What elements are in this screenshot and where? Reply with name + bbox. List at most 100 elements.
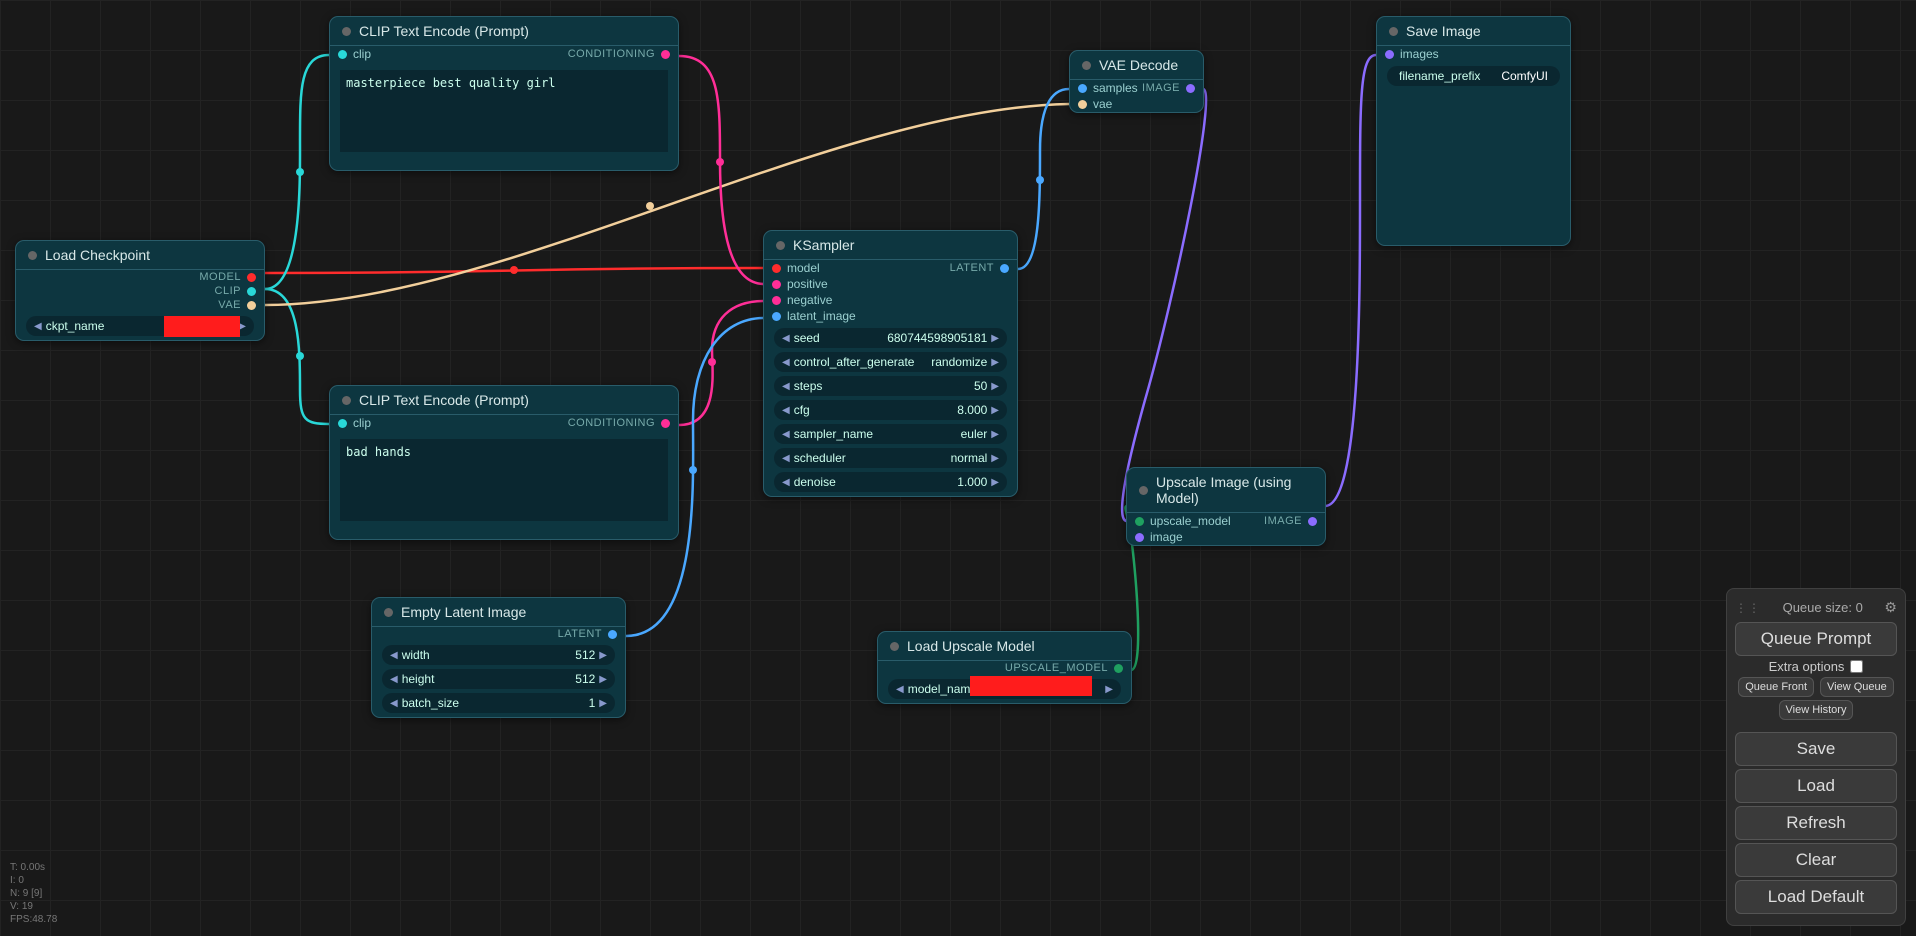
output-latent: LATENT bbox=[372, 627, 625, 641]
right-arrow-icon[interactable]: ▶ bbox=[991, 429, 999, 440]
collapse-dot-icon[interactable] bbox=[342, 396, 351, 405]
collapse-dot-icon[interactable] bbox=[28, 251, 37, 260]
node-title[interactable]: Empty Latent Image bbox=[372, 598, 625, 627]
widget-width[interactable]: ◀ width 512 ▶ bbox=[382, 645, 615, 665]
node-title[interactable]: Load Checkpoint bbox=[16, 241, 264, 270]
input-vae: vae bbox=[1070, 96, 1203, 112]
right-arrow-icon[interactable]: ▶ bbox=[599, 698, 607, 709]
title-text: Save Image bbox=[1406, 23, 1481, 39]
node-title[interactable]: Save Image bbox=[1377, 17, 1570, 46]
output-vae: VAE bbox=[16, 298, 264, 312]
widget-steps[interactable]: ◀ steps 50 ▶ bbox=[774, 376, 1007, 396]
node-title[interactable]: VAE Decode bbox=[1070, 51, 1203, 80]
collapse-dot-icon[interactable] bbox=[776, 241, 785, 250]
redacted-value bbox=[970, 676, 1092, 696]
left-arrow-icon[interactable]: ◀ bbox=[782, 453, 790, 464]
left-arrow-icon[interactable]: ◀ bbox=[896, 684, 904, 695]
title-text: CLIP Text Encode (Prompt) bbox=[359, 392, 529, 408]
queue-prompt-button[interactable]: Queue Prompt bbox=[1735, 622, 1897, 656]
input-image: image bbox=[1127, 529, 1325, 545]
view-history-button[interactable]: View History bbox=[1779, 700, 1854, 720]
left-arrow-icon[interactable]: ◀ bbox=[782, 357, 790, 368]
control-panel[interactable]: ⋮⋮ Queue size: 0 ⚙ Queue Prompt Extra op… bbox=[1726, 588, 1906, 926]
refresh-button[interactable]: Refresh bbox=[1735, 806, 1897, 840]
io-row: clip CONDITIONING bbox=[330, 415, 678, 431]
output-clip: CLIP bbox=[16, 284, 264, 298]
collapse-dot-icon[interactable] bbox=[384, 608, 393, 617]
node-save-image[interactable]: Save Image images filename_prefix ComfyU… bbox=[1376, 16, 1571, 246]
output-model: MODEL bbox=[16, 270, 264, 284]
right-arrow-icon[interactable]: ▶ bbox=[991, 381, 999, 392]
collapse-dot-icon[interactable] bbox=[890, 642, 899, 651]
collapse-dot-icon[interactable] bbox=[342, 27, 351, 36]
node-title[interactable]: Load Upscale Model bbox=[878, 632, 1131, 661]
widget-sampler_name[interactable]: ◀ sampler_name euler ▶ bbox=[774, 424, 1007, 444]
right-arrow-icon[interactable]: ▶ bbox=[991, 333, 999, 344]
widget-cfg[interactable]: ◀ cfg 8.000 ▶ bbox=[774, 400, 1007, 420]
widget-batch_size[interactable]: ◀ batch_size 1 ▶ bbox=[382, 693, 615, 713]
right-arrow-icon[interactable]: ▶ bbox=[991, 357, 999, 368]
widget-filename-prefix[interactable]: filename_prefix ComfyUI bbox=[1387, 66, 1560, 86]
right-arrow-icon[interactable]: ▶ bbox=[991, 405, 999, 416]
left-arrow-icon[interactable]: ◀ bbox=[390, 698, 398, 709]
input-images: images bbox=[1377, 46, 1570, 62]
redacted-value bbox=[164, 316, 240, 337]
load-button[interactable]: Load bbox=[1735, 769, 1897, 803]
left-arrow-icon[interactable]: ◀ bbox=[390, 674, 398, 685]
node-clip-text-encode-positive[interactable]: CLIP Text Encode (Prompt) clip CONDITION… bbox=[329, 16, 679, 171]
node-title[interactable]: KSampler bbox=[764, 231, 1017, 260]
left-arrow-icon[interactable]: ◀ bbox=[782, 381, 790, 392]
right-arrow-icon[interactable]: ▶ bbox=[991, 477, 999, 488]
title-text: Load Upscale Model bbox=[907, 638, 1035, 654]
clear-button[interactable]: Clear bbox=[1735, 843, 1897, 877]
extra-options-checkbox[interactable] bbox=[1850, 660, 1863, 673]
left-arrow-icon[interactable]: ◀ bbox=[782, 405, 790, 416]
node-vae-decode[interactable]: VAE Decode samples IMAGE vae bbox=[1069, 50, 1204, 113]
view-queue-button[interactable]: View Queue bbox=[1820, 677, 1894, 697]
input-latent: latent_image bbox=[764, 308, 1017, 324]
left-arrow-icon[interactable]: ◀ bbox=[390, 650, 398, 661]
node-clip-text-encode-negative[interactable]: CLIP Text Encode (Prompt) clip CONDITION… bbox=[329, 385, 679, 540]
node-title[interactable]: Upscale Image (using Model) bbox=[1127, 468, 1325, 513]
output-upscale-model: UPSCALE_MODEL bbox=[878, 661, 1131, 675]
title-text: Load Checkpoint bbox=[45, 247, 150, 263]
left-arrow-icon[interactable]: ◀ bbox=[782, 333, 790, 344]
right-arrow-icon[interactable]: ▶ bbox=[599, 674, 607, 685]
widget-denoise[interactable]: ◀ denoise 1.000 ▶ bbox=[774, 472, 1007, 492]
drag-handle-icon[interactable]: ⋮⋮ bbox=[1735, 601, 1761, 615]
node-load-upscale-model[interactable]: Load Upscale Model UPSCALE_MODEL ◀ model… bbox=[877, 631, 1132, 704]
title-text: Empty Latent Image bbox=[401, 604, 526, 620]
title-text: CLIP Text Encode (Prompt) bbox=[359, 23, 529, 39]
node-empty-latent-image[interactable]: Empty Latent Image LATENT ◀ width 512 ▶ … bbox=[371, 597, 626, 718]
input-negative: negative bbox=[764, 292, 1017, 308]
extra-options[interactable]: Extra options bbox=[1735, 659, 1897, 674]
save-button[interactable]: Save bbox=[1735, 732, 1897, 766]
prompt-textarea[interactable] bbox=[340, 70, 668, 152]
right-arrow-icon[interactable]: ▶ bbox=[991, 453, 999, 464]
widget-scheduler[interactable]: ◀ scheduler normal ▶ bbox=[774, 448, 1007, 468]
right-arrow-icon[interactable]: ▶ bbox=[1105, 684, 1113, 695]
gear-icon[interactable]: ⚙ bbox=[1884, 599, 1897, 616]
collapse-dot-icon[interactable] bbox=[1082, 61, 1091, 70]
widget-height[interactable]: ◀ height 512 ▶ bbox=[382, 669, 615, 689]
node-title[interactable]: CLIP Text Encode (Prompt) bbox=[330, 386, 678, 415]
node-ksampler[interactable]: KSampler model LATENT positive negative … bbox=[763, 230, 1018, 497]
left-arrow-icon[interactable]: ◀ bbox=[782, 477, 790, 488]
node-upscale-image-using-model[interactable]: Upscale Image (using Model) upscale_mode… bbox=[1126, 467, 1326, 546]
prompt-textarea[interactable] bbox=[340, 439, 668, 521]
node-load-checkpoint[interactable]: Load Checkpoint MODEL CLIP VAE ◀ ckpt_na… bbox=[15, 240, 265, 341]
queue-front-button[interactable]: Queue Front bbox=[1738, 677, 1814, 697]
collapse-dot-icon[interactable] bbox=[1389, 27, 1398, 36]
collapse-dot-icon[interactable] bbox=[1139, 486, 1148, 495]
right-arrow-icon[interactable]: ▶ bbox=[599, 650, 607, 661]
left-arrow-icon[interactable]: ◀ bbox=[782, 429, 790, 440]
title-text: KSampler bbox=[793, 237, 854, 253]
widget-seed[interactable]: ◀ seed 680744598905181 ▶ bbox=[774, 328, 1007, 348]
left-arrow-icon[interactable]: ◀ bbox=[34, 321, 42, 332]
io-row: clip CONDITIONING bbox=[330, 46, 678, 62]
widget-control_after_generate[interactable]: ◀ control_after_generate randomize ▶ bbox=[774, 352, 1007, 372]
node-title[interactable]: CLIP Text Encode (Prompt) bbox=[330, 17, 678, 46]
title-text: VAE Decode bbox=[1099, 57, 1178, 73]
load-default-button[interactable]: Load Default bbox=[1735, 880, 1897, 914]
io-row: upscale_model IMAGE bbox=[1127, 513, 1325, 529]
